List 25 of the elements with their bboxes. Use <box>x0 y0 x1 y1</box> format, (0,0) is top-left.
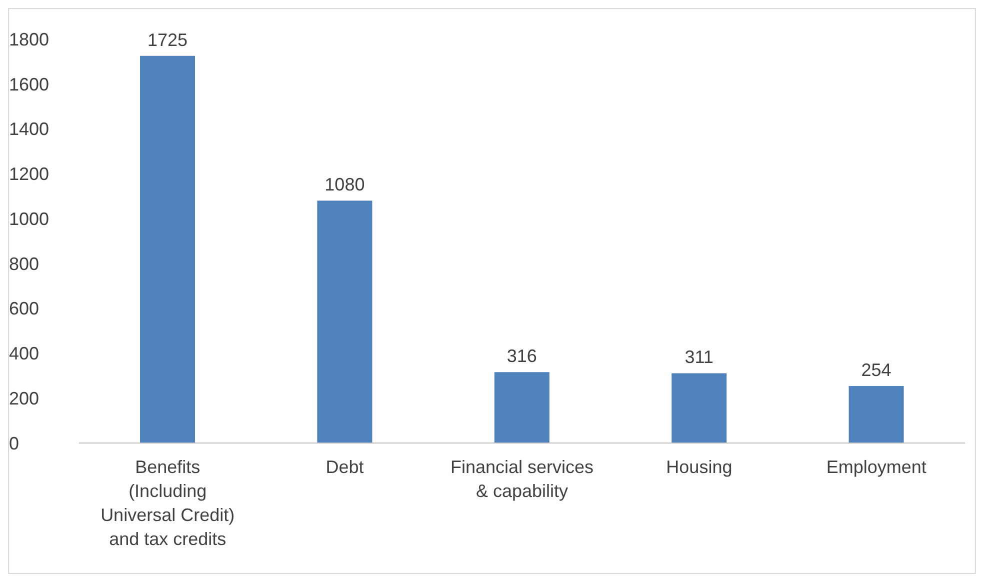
y-tick-label: 1000 <box>9 208 50 229</box>
bar <box>672 373 727 443</box>
y-tick-label: 1200 <box>9 164 50 184</box>
x-tick-label: Debt <box>326 457 364 477</box>
y-tick-label: 600 <box>9 298 40 319</box>
data-label: 316 <box>506 346 537 366</box>
x-tick-label: Housing <box>666 457 732 477</box>
data-label: 1080 <box>324 174 365 195</box>
data-label: 1725 <box>147 30 188 50</box>
y-tick-label: 1800 <box>9 29 50 50</box>
x-tick-label: Financial services & capability <box>450 457 594 501</box>
bar <box>140 56 195 443</box>
x-tick-label: Employment <box>826 457 926 477</box>
y-tick-label: 200 <box>9 388 40 408</box>
x-tick-label: Benefits (Including Universal Credit) and tax credits <box>100 457 235 549</box>
data-label: 311 <box>684 347 714 368</box>
y-tick-label: 1600 <box>9 74 50 94</box>
y-tick-label: 400 <box>9 344 40 364</box>
bar <box>494 372 550 443</box>
y-tick-label: 800 <box>9 254 40 274</box>
bar <box>848 386 904 443</box>
bar <box>317 200 372 443</box>
y-tick-label: 1400 <box>9 119 50 140</box>
data-label: 254 <box>861 360 892 380</box>
y-tick-label: 0 <box>9 433 20 454</box>
